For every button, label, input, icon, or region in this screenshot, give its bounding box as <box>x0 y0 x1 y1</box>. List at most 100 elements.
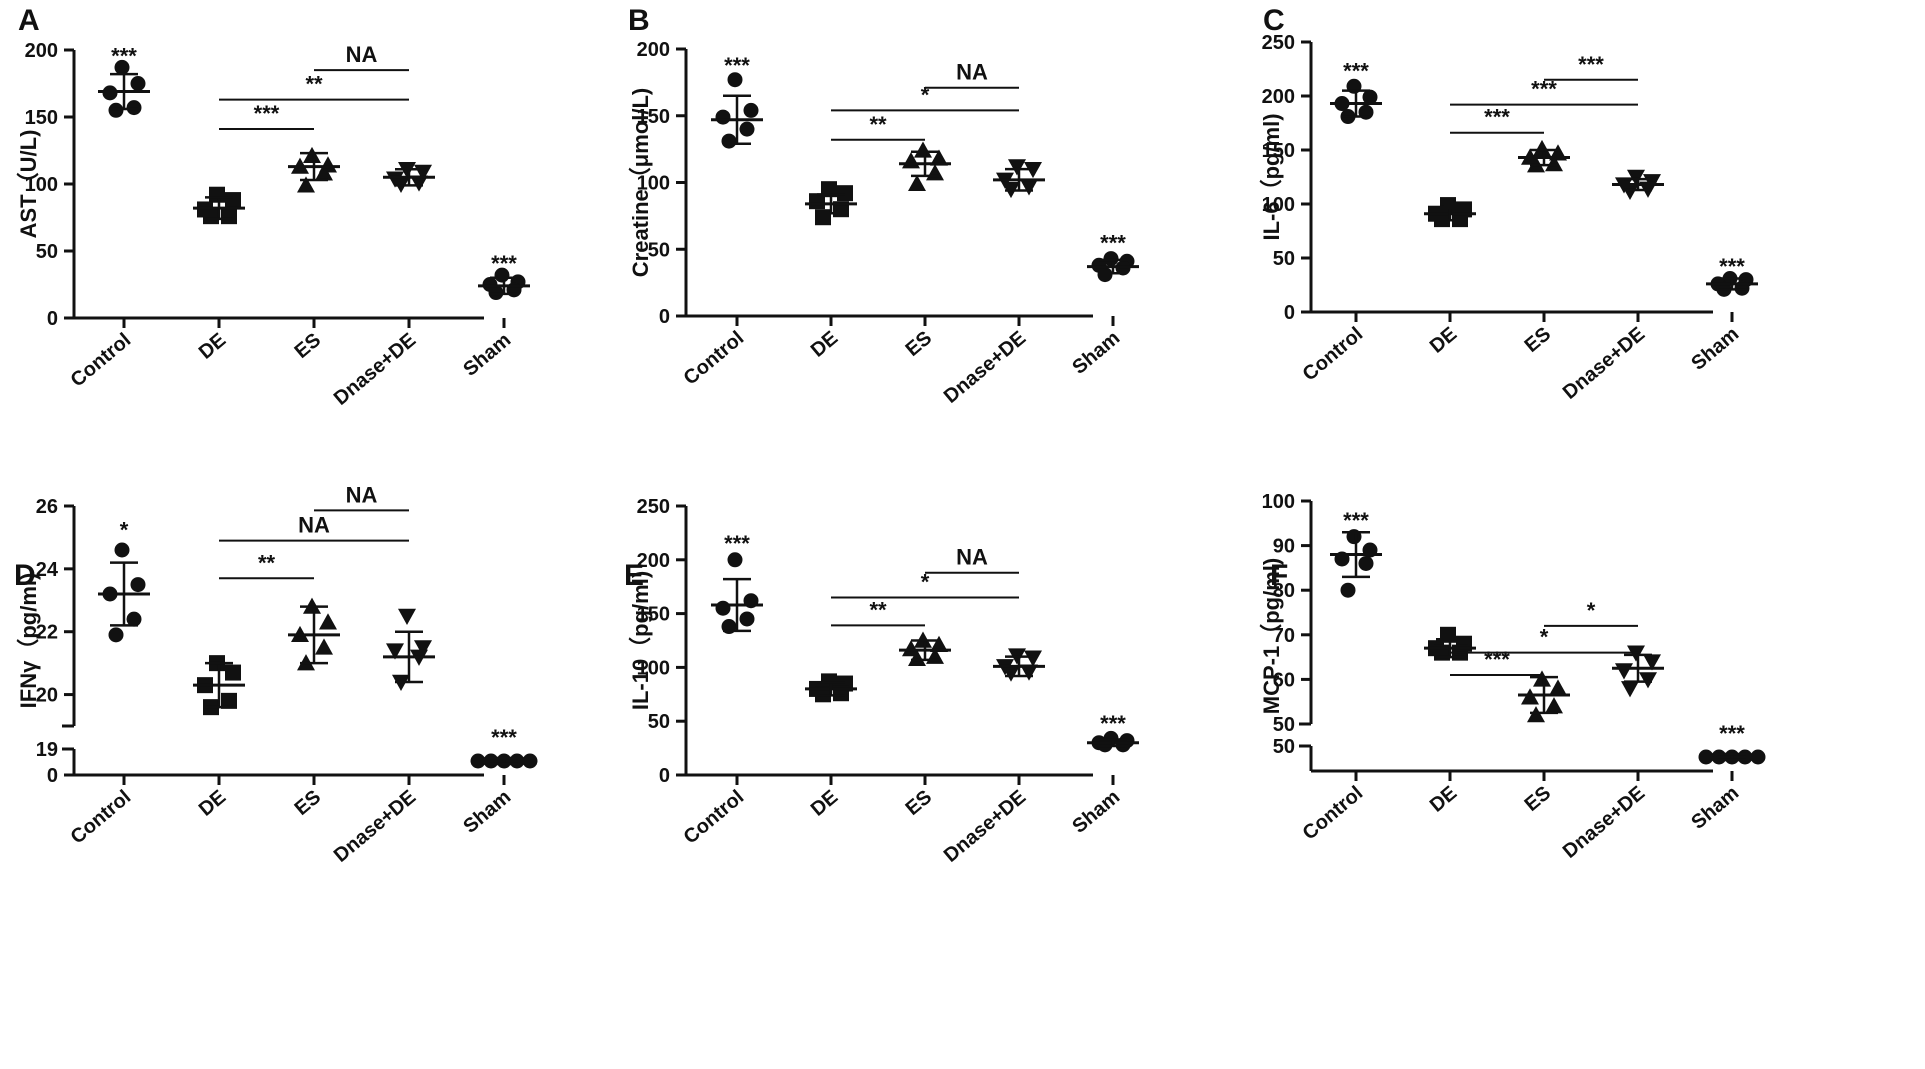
data-point <box>908 174 926 192</box>
y-tick-label: 100 <box>1262 491 1295 513</box>
data-point <box>303 146 321 164</box>
x-tick-label: Sham <box>1687 323 1743 375</box>
y-tick-label: 0 <box>659 765 670 787</box>
x-tick-label: Dnase+DE <box>330 329 420 410</box>
y-tick-label: 150 <box>25 107 58 129</box>
comparison-label: *** <box>1578 52 1604 77</box>
significance-label: *** <box>1343 508 1369 533</box>
panel-letter: F <box>1270 559 1288 592</box>
y-tick-label: 0 <box>1284 302 1295 324</box>
data-point <box>739 611 755 627</box>
y-tick-label: 60 <box>1273 669 1295 691</box>
y-tick-label: 100 <box>637 173 670 195</box>
y-axis-label: IL-10（pg/ml) <box>628 571 653 710</box>
x-tick-label: DE <box>807 327 842 362</box>
y-axis-label: MCP-1（pg/ml) <box>1259 558 1284 714</box>
comparison-label: ** <box>869 112 887 137</box>
comparison-label: *** <box>1484 105 1510 130</box>
y-tick-label: 150 <box>637 604 670 626</box>
data-point <box>715 600 731 616</box>
y-tick-label: 150 <box>1262 140 1295 162</box>
significance-label: *** <box>724 531 750 556</box>
data-point <box>315 638 333 655</box>
y-tick-label: 0 <box>47 765 58 787</box>
data-point <box>225 664 241 681</box>
data-point <box>727 72 743 88</box>
x-tick-label: DE <box>195 329 230 364</box>
y-axis-label: IL-6（pg/ml) <box>1259 113 1284 240</box>
data-point <box>126 100 142 116</box>
y-tick-label: 100 <box>25 174 58 196</box>
data-point <box>1621 183 1639 201</box>
y-tick-label: 250 <box>637 496 670 518</box>
x-tick-label: Control <box>1299 323 1368 386</box>
x-tick-label: DE <box>1426 782 1461 817</box>
x-tick-label: ES <box>291 329 326 363</box>
significance-label: *** <box>1100 711 1126 736</box>
data-point <box>930 149 948 166</box>
data-point <box>914 141 932 158</box>
x-tick-label: DE <box>195 786 230 821</box>
data-point <box>1358 555 1374 571</box>
y-tick-label: 50 <box>648 711 670 733</box>
comparison-label: NA <box>346 482 378 507</box>
x-tick-label: Sham <box>1687 782 1743 834</box>
data-point <box>908 649 926 666</box>
comparison-label: *** <box>1484 647 1510 672</box>
significance-label: * <box>120 517 129 542</box>
data-point <box>1627 169 1645 186</box>
data-point <box>1097 267 1113 283</box>
y-tick-label: 70 <box>1273 625 1295 647</box>
x-tick-label: Sham <box>459 329 515 381</box>
comparison-label: * <box>921 569 930 594</box>
x-tick-label: Dnase+DE <box>1559 782 1649 863</box>
data-point <box>225 192 241 209</box>
panel-C: C 0 50 100 150 200 250 IL-6（pg/ml) Control DE ES Dn… <box>1259 4 1758 404</box>
data-point <box>203 208 219 225</box>
data-point <box>1008 159 1026 176</box>
y-tick-label: 26 <box>36 496 58 518</box>
y-tick-label: 250 <box>1262 32 1295 54</box>
comparison-label: NA <box>298 513 330 538</box>
x-tick-label: Sham <box>1068 786 1124 838</box>
y-tick-label: 24 <box>36 559 59 581</box>
significance-label: *** <box>1719 721 1745 746</box>
data-point <box>386 643 404 660</box>
data-point <box>114 59 130 75</box>
data-point <box>1545 697 1563 714</box>
panel-letter: B <box>628 4 650 37</box>
data-point <box>130 76 146 91</box>
data-point <box>1643 654 1661 671</box>
panel-letter: E <box>624 559 644 592</box>
data-point <box>108 627 124 643</box>
y-tick-label: 50 <box>648 239 670 261</box>
x-tick-label: Dnase+DE <box>940 327 1030 408</box>
significance-label: *** <box>111 43 137 68</box>
panel-E: E 0 50 100 150 200 250 IL-10（pg/ml) Control DE ES D… <box>624 496 1139 867</box>
data-point <box>221 208 237 225</box>
comparison-label: ** <box>869 597 887 622</box>
x-tick-label: ES <box>291 786 326 820</box>
x-tick-label: DE <box>1426 323 1461 358</box>
y-axis-label: Creatine（μmol/L) <box>628 88 653 277</box>
panel-letter: D <box>14 559 36 592</box>
y-tick-label: 200 <box>1262 86 1295 108</box>
x-tick-label: Control <box>680 327 749 390</box>
x-tick-label: Sham <box>459 786 515 838</box>
y-tick-label: 50 <box>1273 736 1295 758</box>
y-axis-label: IFNγ（pg/ml) <box>16 573 41 709</box>
comparison-label: NA <box>956 60 988 85</box>
x-tick-label: Dnase+DE <box>330 786 420 867</box>
y-tick-label: 90 <box>1273 536 1295 558</box>
significance-label: *** <box>491 251 517 276</box>
data-point <box>410 175 428 192</box>
significance-label: *** <box>1100 231 1126 256</box>
data-point <box>1621 681 1639 698</box>
comparison-label: * <box>921 82 930 107</box>
y-tick-label: 0 <box>47 308 58 330</box>
x-tick-label: ES <box>1521 782 1556 816</box>
data-point <box>930 635 948 653</box>
data-point <box>837 185 853 202</box>
y-tick-label: 100 <box>637 657 670 679</box>
comparison-label: *** <box>1531 77 1557 102</box>
